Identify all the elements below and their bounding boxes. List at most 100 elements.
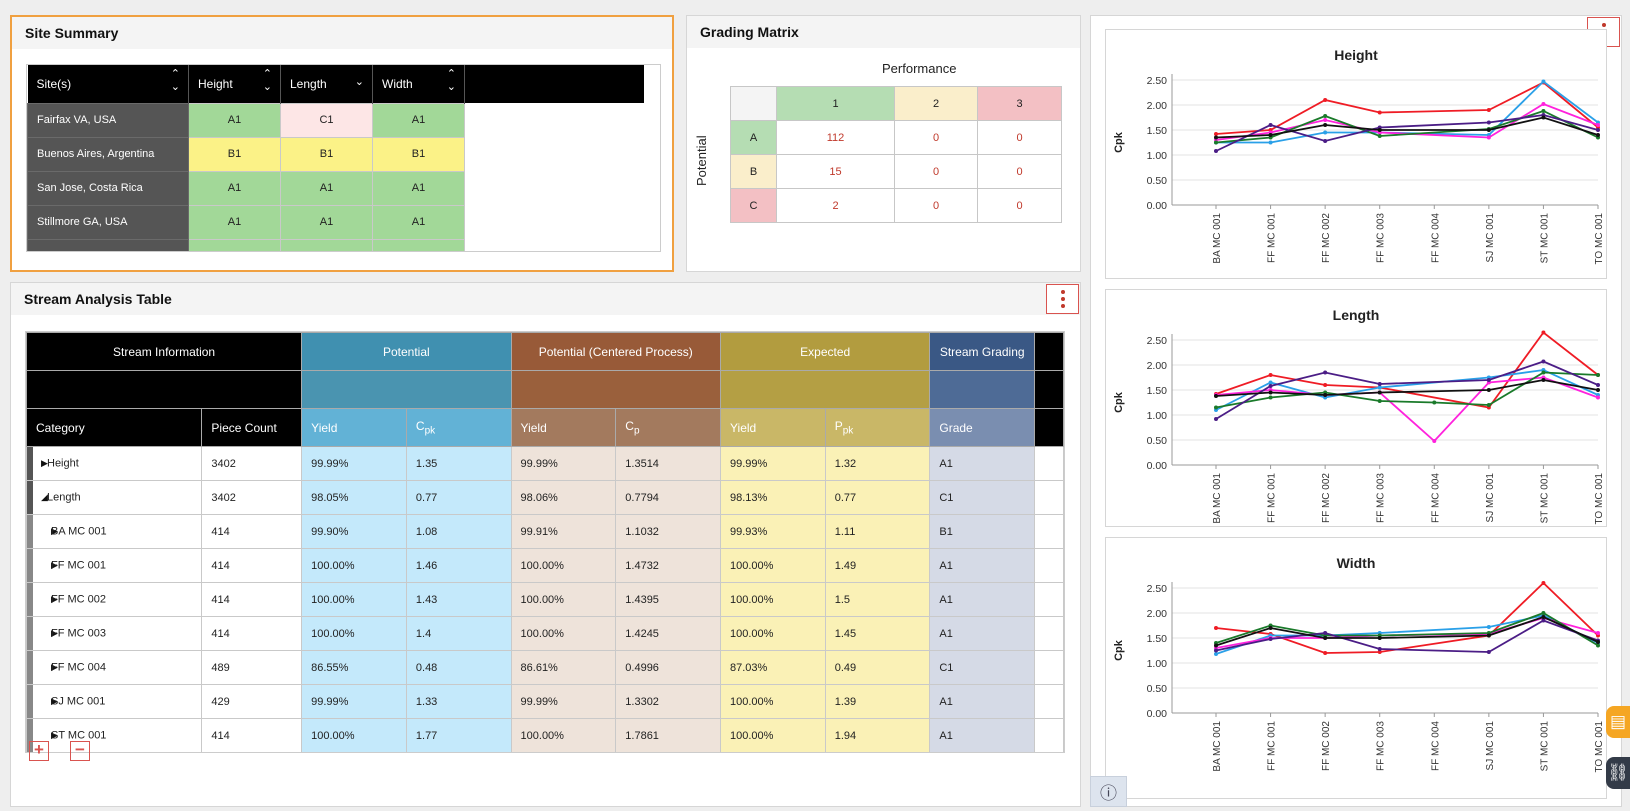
- category-label: BA MC 001: [51, 525, 107, 538]
- centered-yield: 86.61%: [510, 650, 617, 685]
- table-row[interactable]: ▶SJ MC 001 429 99.99% 1.33 99.99% 1.3302 100.0…: [26, 684, 1064, 719]
- column-header-expected-yield[interactable]: Yield: [719, 408, 826, 447]
- expected-yield: 99.99%: [719, 446, 826, 481]
- piece-count: 414: [201, 514, 303, 549]
- vertical-dots-icon[interactable]: [1046, 284, 1079, 314]
- y-tick-label: 0.00: [1147, 460, 1168, 472]
- matrix-cell[interactable]: 112: [776, 120, 895, 155]
- chart-title: Length: [1333, 307, 1380, 323]
- link-icon[interactable]: ⛓: [1606, 757, 1630, 789]
- minus-box-icon[interactable]: −: [70, 741, 90, 761]
- caret-right-icon[interactable]: ▶: [51, 594, 58, 605]
- height-chart: Height Cpk 0.00 0.50 1.00 1.50 2.00 2.50 BA MC 0…: [1113, 47, 1605, 265]
- column-header-height[interactable]: Height ⌃ ⌄: [188, 65, 281, 103]
- row-spacer: [465, 205, 645, 239]
- column-header-cpk[interactable]: Cpk: [405, 408, 512, 447]
- site-row[interactable]: Fairfax VA, USA A1 C1 A1: [27, 102, 645, 138]
- site-row[interactable]: San Jose, Costa Rica A1 A1 A1: [27, 170, 645, 206]
- length-grade[interactable]: A1: [280, 204, 373, 240]
- site-row[interactable]: Stillmore GA, USA A1 A1 A1: [27, 204, 645, 240]
- height-grade[interactable]: B1: [188, 136, 281, 172]
- caret-right-icon[interactable]: ▶: [51, 628, 58, 639]
- column-header-sites[interactable]: Site(s) ⌃ ⌄: [27, 65, 189, 103]
- category-label: FF MC 002: [51, 593, 107, 606]
- y-tick-label: 1.50: [1147, 385, 1168, 397]
- stream-grade: C1: [929, 480, 1036, 515]
- data-point: [1596, 643, 1600, 648]
- height-grade[interactable]: A1: [188, 102, 281, 138]
- width-grade[interactable]: A1: [372, 102, 465, 138]
- table-row[interactable]: ▶ST MC 001 414 100.00% 1.77 100.00% 1.7861 100…: [26, 718, 1064, 752]
- column-header-category[interactable]: Category: [26, 408, 203, 447]
- piece-count: 414: [201, 616, 303, 651]
- centered-yield: 99.99%: [510, 446, 617, 481]
- matrix-cell[interactable]: 0: [894, 120, 978, 155]
- sort-icon[interactable]: ⌃ ⌄: [170, 68, 180, 93]
- caret-right-icon[interactable]: ▶: [41, 458, 48, 469]
- height-grade[interactable]: A1: [188, 170, 281, 206]
- y-tick-label: 1.50: [1147, 633, 1168, 645]
- table-row[interactable]: ▶Height 3402 99.99% 1.35 99.99% 1.3514 99.99% 1…: [26, 446, 1064, 481]
- column-header-potential-yield[interactable]: Yield: [301, 408, 407, 447]
- matrix-cell[interactable]: 15: [776, 154, 895, 189]
- length-grade[interactable]: B1: [280, 136, 373, 172]
- matrix-cell[interactable]: 0: [894, 154, 978, 189]
- site-row[interactable]: Buenos Aires, Argentina B1 B1 B1: [27, 136, 645, 172]
- matrix-cell[interactable]: 0: [977, 188, 1062, 223]
- matrix-row-header: A: [730, 120, 777, 155]
- matrix-cell[interactable]: 0: [894, 188, 978, 223]
- info-icon[interactable]: ⓘ: [1090, 776, 1127, 807]
- chat-icon[interactable]: ▤: [1606, 706, 1630, 738]
- matrix-cell[interactable]: 0: [977, 120, 1062, 155]
- data-point: [1377, 636, 1382, 640]
- subgroup-blank: [26, 370, 303, 409]
- caret-right-icon[interactable]: ▶: [51, 696, 58, 707]
- column-header-grade[interactable]: Grade: [929, 408, 1036, 447]
- matrix-cell[interactable]: 2: [776, 188, 895, 223]
- caret-right-icon[interactable]: ▶: [51, 662, 58, 673]
- subgroup-blank: [301, 370, 512, 409]
- column-header-length[interactable]: Length ⌄: [280, 65, 373, 103]
- y-tick-label: 1.00: [1147, 150, 1168, 162]
- caret-right-icon[interactable]: ▶: [51, 526, 58, 537]
- chart-title: Height: [1334, 47, 1378, 63]
- data-point: [1214, 149, 1218, 153]
- matrix-col-header: 2: [894, 86, 978, 121]
- table-row[interactable]: ▶FF MC 001 414 100.00% 1.46 100.00% 1.4732 100…: [26, 548, 1064, 583]
- grading-matrix-panel: Grading Matrix Performance Potential 1 2…: [686, 15, 1081, 272]
- column-header-centered-yield[interactable]: Yield: [510, 408, 617, 447]
- caret-down-icon[interactable]: ◢: [41, 492, 48, 503]
- caret-right-icon[interactable]: ▶: [51, 560, 58, 571]
- group-header-expected: Expected: [719, 332, 931, 371]
- table-row[interactable]: ▶BA MC 001 414 99.90% 1.08 99.91% 1.1032 99.93…: [26, 514, 1064, 549]
- length-grade[interactable]: C1: [280, 102, 373, 138]
- data-point: [1268, 637, 1273, 641]
- site-name: Buenos Aires, Argentina: [27, 136, 189, 172]
- table-row[interactable]: ◢Length 3402 98.05% 0.77 98.06% 0.7794 98.13% 0…: [26, 480, 1064, 515]
- data-point: [1323, 123, 1328, 127]
- data-point: [1596, 123, 1600, 127]
- table-row[interactable]: ▶FF MC 004 489 86.55% 0.48 86.61% 0.4996 87.03…: [26, 650, 1064, 685]
- table-row[interactable]: ▶FF MC 002 414 100.00% 1.43 100.00% 1.4395 100…: [26, 582, 1064, 617]
- length-grade[interactable]: A1: [280, 170, 373, 206]
- site-name: Fairfax VA, USA: [27, 102, 189, 138]
- potential-yield: 99.99%: [301, 446, 407, 481]
- sort-desc-icon[interactable]: ⌄: [354, 76, 364, 88]
- data-point: [1596, 631, 1600, 635]
- column-header-ppk[interactable]: Ppk: [824, 408, 931, 447]
- centered-yield: 98.06%: [510, 480, 617, 515]
- table-row[interactable]: ▶FF MC 003 414 100.00% 1.4 100.00% 1.4245 100.…: [26, 616, 1064, 651]
- width-grade[interactable]: B1: [372, 136, 465, 172]
- column-header-width[interactable]: Width ⌃ ⌄: [372, 65, 465, 103]
- column-header-piece-count[interactable]: Piece Count: [201, 408, 303, 447]
- sort-icon[interactable]: ⌃ ⌄: [446, 68, 456, 93]
- height-grade[interactable]: A1: [188, 204, 281, 240]
- x-tick-label: BA MC 001: [1212, 213, 1223, 264]
- plus-box-icon[interactable]: +: [29, 741, 49, 761]
- sort-icon[interactable]: ⌃ ⌄: [262, 68, 272, 93]
- matrix-cell[interactable]: 0: [977, 154, 1062, 189]
- width-grade[interactable]: A1: [372, 204, 465, 240]
- caret-right-icon[interactable]: ▶: [51, 730, 58, 741]
- column-header-cp[interactable]: Cp: [615, 408, 721, 447]
- width-grade[interactable]: A1: [372, 170, 465, 206]
